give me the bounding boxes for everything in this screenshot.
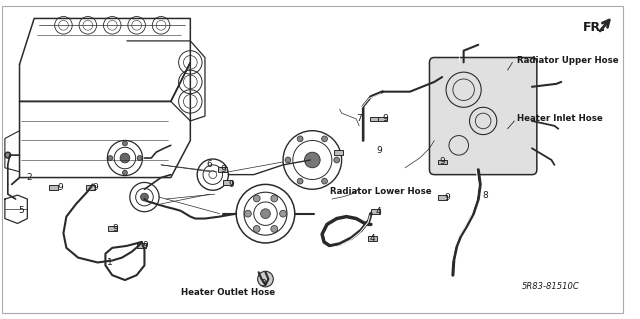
Text: 9: 9 xyxy=(228,180,234,189)
Circle shape xyxy=(271,226,278,232)
Circle shape xyxy=(108,156,113,160)
Text: 9: 9 xyxy=(377,146,383,155)
Text: 2: 2 xyxy=(26,173,32,182)
Circle shape xyxy=(5,152,11,158)
Bar xyxy=(438,160,447,164)
Circle shape xyxy=(137,156,142,160)
Text: 5: 5 xyxy=(19,206,24,215)
Circle shape xyxy=(244,210,252,217)
Circle shape xyxy=(285,157,291,163)
Bar xyxy=(334,150,343,155)
Circle shape xyxy=(253,226,260,232)
Text: 1: 1 xyxy=(108,258,113,267)
Circle shape xyxy=(141,193,148,201)
Circle shape xyxy=(122,170,127,175)
Text: 9: 9 xyxy=(439,158,445,167)
Bar xyxy=(108,226,116,231)
Bar xyxy=(371,209,380,214)
Bar xyxy=(371,116,379,122)
Circle shape xyxy=(122,141,127,146)
Circle shape xyxy=(260,209,270,219)
Text: 7: 7 xyxy=(356,115,362,123)
Bar xyxy=(369,236,377,241)
Circle shape xyxy=(334,157,340,163)
Bar xyxy=(223,180,232,185)
Text: Radiator Upper Hose: Radiator Upper Hose xyxy=(517,56,619,65)
FancyBboxPatch shape xyxy=(429,57,537,174)
Circle shape xyxy=(253,195,260,202)
Text: 6: 6 xyxy=(206,160,212,169)
Bar xyxy=(137,243,146,248)
Text: 5R83-81510C: 5R83-81510C xyxy=(522,282,580,291)
Circle shape xyxy=(305,152,320,168)
Text: 8: 8 xyxy=(482,191,488,200)
Bar xyxy=(86,185,95,190)
Text: 4: 4 xyxy=(369,234,374,242)
Text: 9: 9 xyxy=(58,183,63,192)
Text: FR.: FR. xyxy=(582,21,606,34)
Text: Heater Outlet Hose: Heater Outlet Hose xyxy=(180,288,275,297)
Bar xyxy=(49,185,58,190)
Text: 3: 3 xyxy=(260,279,266,288)
Bar xyxy=(218,167,227,172)
Text: 9: 9 xyxy=(221,165,227,174)
Circle shape xyxy=(322,136,328,142)
Circle shape xyxy=(297,136,303,142)
Circle shape xyxy=(297,178,303,184)
Text: 9: 9 xyxy=(93,183,99,192)
Text: 4: 4 xyxy=(376,207,381,216)
Circle shape xyxy=(258,271,273,287)
Text: 9: 9 xyxy=(383,115,388,123)
Circle shape xyxy=(322,178,328,184)
Circle shape xyxy=(271,195,278,202)
Bar xyxy=(378,116,387,122)
Circle shape xyxy=(280,210,287,217)
Text: Heater Inlet Hose: Heater Inlet Hose xyxy=(517,115,603,123)
Text: 9: 9 xyxy=(143,241,148,250)
Circle shape xyxy=(120,153,130,163)
Text: 9: 9 xyxy=(444,193,450,202)
Text: 9: 9 xyxy=(112,224,118,233)
Text: Radiator Lower Hose: Radiator Lower Hose xyxy=(330,187,431,196)
Bar xyxy=(438,195,447,199)
